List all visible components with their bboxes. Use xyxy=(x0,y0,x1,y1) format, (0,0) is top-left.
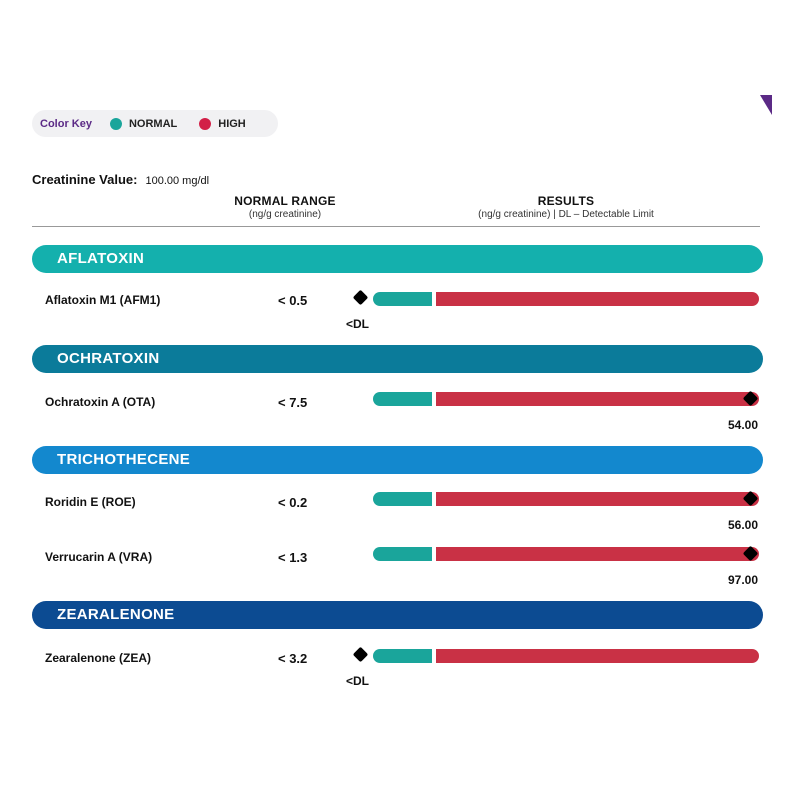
header-divider xyxy=(32,226,760,227)
result-value: <DL xyxy=(346,674,370,688)
normal-bar xyxy=(373,392,432,406)
corner-accent-mark xyxy=(760,95,772,115)
normal-range-title: NORMAL RANGE xyxy=(234,194,336,208)
legend-item-high: HIGH xyxy=(199,117,246,130)
section-trichothecene: TRICHOTHECENE xyxy=(32,446,763,474)
result-value: 97.00 xyxy=(727,573,758,587)
normal-range-value: < 0.2 xyxy=(278,495,308,510)
creatinine-value: Creatinine Value: 100.00 mg/dl xyxy=(32,172,209,187)
legend-label-normal: NORMAL xyxy=(128,117,178,130)
legend-label-high: HIGH xyxy=(218,117,246,130)
legend-item-normal: NORMAL xyxy=(109,117,178,130)
analyte-name: Verrucarin A (VRA) xyxy=(45,550,153,564)
section-ochratoxin: OCHRATOXIN xyxy=(32,345,763,373)
normal-bar xyxy=(373,492,432,506)
high-bar xyxy=(436,392,759,406)
results-title: RESULTS xyxy=(537,194,595,208)
high-bar xyxy=(436,492,759,506)
normal-range-value: < 0.5 xyxy=(278,293,308,308)
creatinine-amount: 100.00 mg/dl xyxy=(145,175,210,187)
analyte-name: Roridin E (ROE) xyxy=(45,495,136,509)
result-marker-icon xyxy=(352,289,369,306)
result-value: <DL xyxy=(346,317,370,331)
result-value: 56.00 xyxy=(727,518,758,532)
analyte-name: Ochratoxin A (OTA) xyxy=(45,395,156,409)
results-header: RESULTS (ng/g creatinine) | DL – Detecta… xyxy=(430,194,702,220)
normal-bar xyxy=(373,292,432,306)
normal-range-subtitle: (ng/g creatinine) xyxy=(248,209,322,220)
creatinine-label: Creatinine Value: xyxy=(32,172,138,187)
result-marker-icon xyxy=(352,646,369,663)
color-key-title: Color Key xyxy=(40,117,92,130)
normal-range-value: < 7.5 xyxy=(278,395,308,410)
normal-bar xyxy=(373,649,432,663)
high-bar xyxy=(436,547,759,561)
normal-range-header: NORMAL RANGE (ng/g creatinine) xyxy=(200,194,370,220)
section-aflatoxin: AFLATOXIN xyxy=(32,245,763,273)
high-dot-icon xyxy=(199,117,212,130)
normal-range-value: < 3.2 xyxy=(278,651,308,666)
normal-bar xyxy=(373,547,432,561)
result-value: 54.00 xyxy=(727,418,758,432)
high-bar xyxy=(436,292,759,306)
analyte-name: Aflatoxin M1 (AFM1) xyxy=(45,293,161,307)
color-key: Color Key NORMAL HIGH xyxy=(32,110,278,137)
section-zearalenone: ZEARALENONE xyxy=(32,601,763,629)
analyte-name: Zearalenone (ZEA) xyxy=(45,651,152,665)
results-subtitle: (ng/g creatinine) | DL – Detectable Limi… xyxy=(478,209,654,220)
high-bar xyxy=(436,649,759,663)
normal-dot-icon xyxy=(109,117,122,130)
normal-range-value: < 1.3 xyxy=(278,550,308,565)
